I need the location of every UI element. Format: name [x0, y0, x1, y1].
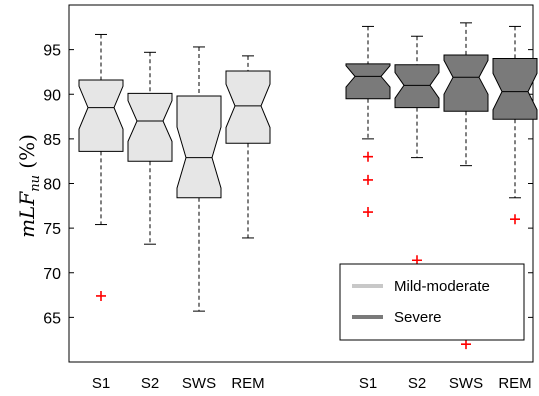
legend-label: Mild-moderate	[394, 278, 490, 295]
notched-box	[127, 92, 173, 162]
outlier-marker	[96, 290, 106, 301]
y-tick-label: 75	[43, 221, 61, 238]
box-severe-rem: REM	[492, 25, 538, 392]
y-axis-title-sub: nu	[28, 175, 43, 192]
box-mild-moderate-sws: SWS	[176, 46, 222, 392]
box-mild-moderate-s2: S2	[127, 51, 173, 392]
y-tick-label: 95	[43, 43, 61, 60]
x-tick-label: S1	[92, 375, 110, 392]
notched-box	[492, 58, 538, 120]
plot-axes: 65 70 75 80 85 90 95	[43, 4, 534, 363]
y-axis-title: mLFnu (%)	[15, 134, 43, 238]
notched-box	[176, 95, 222, 199]
y-axis-title-main: mLF	[15, 191, 39, 238]
x-tick-label: REM	[498, 375, 531, 392]
x-tick-label: S1	[359, 375, 377, 392]
y-tick-label: 70	[43, 266, 61, 283]
x-tick-label: SWS	[182, 375, 216, 392]
outlier-marker	[363, 151, 373, 162]
notched-box	[394, 64, 440, 109]
x-tick-label: SWS	[449, 375, 483, 392]
y-tick-label: 80	[43, 177, 61, 194]
legend: Mild-moderate Severe	[339, 263, 525, 341]
outlier-marker	[363, 174, 373, 185]
outlier-marker	[510, 214, 520, 225]
y-tick-label: 85	[43, 132, 61, 149]
y-tick-label: 65	[43, 310, 61, 327]
box-severe-s2: S2	[394, 35, 440, 392]
legend-box	[339, 263, 525, 341]
notched-box	[78, 79, 124, 152]
y-axis-title-unit: (%)	[15, 134, 39, 175]
box-mild-moderate-s1: S1	[78, 33, 124, 392]
notched-box	[443, 54, 489, 112]
box-series: S1 S2 SWS REM S1 S2 SWS REM	[78, 22, 538, 392]
box-severe-sws: SWS	[443, 22, 489, 392]
x-tick-label: S2	[141, 375, 159, 392]
outlier-marker	[363, 207, 373, 218]
x-tick-label: S2	[408, 375, 426, 392]
notched-box	[345, 63, 391, 100]
outlier-marker	[461, 339, 471, 350]
y-tick-label: 90	[43, 87, 61, 104]
box-severe-s1: S1	[345, 25, 391, 392]
box-mild-moderate-rem: REM	[225, 55, 271, 392]
x-tick-label: REM	[231, 375, 264, 392]
notched-box	[225, 70, 271, 144]
legend-label: Severe	[394, 309, 442, 326]
y-axis-label: mLFnu (%)	[15, 134, 43, 238]
